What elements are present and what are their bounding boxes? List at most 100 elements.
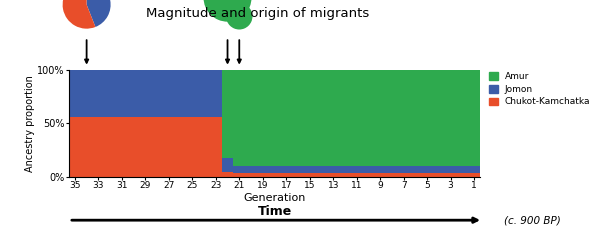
Bar [433,166,445,173]
Bar [92,70,104,117]
Bar [328,173,339,177]
Bar [69,117,81,177]
Text: (c. 900 BP): (c. 900 BP) [504,215,561,225]
Wedge shape [62,0,95,29]
Bar [104,70,116,117]
Bar [362,70,374,166]
Bar [304,173,316,177]
Bar [210,117,221,177]
Bar [421,166,433,173]
Bar [104,117,116,177]
Bar [386,166,398,173]
Bar [316,173,328,177]
Legend: Amur, Jomon, Chukot-Kamchatka: Amur, Jomon, Chukot-Kamchatka [488,72,590,106]
Text: Time: Time [257,205,292,218]
Wedge shape [86,0,110,27]
Wedge shape [203,0,251,22]
Bar [410,173,421,177]
Wedge shape [226,3,253,30]
Bar [374,166,386,173]
Bar [198,70,210,117]
Bar [292,70,304,166]
Bar [339,166,351,173]
Bar [116,117,128,177]
Bar [198,117,210,177]
X-axis label: Generation: Generation [244,193,305,203]
Bar [128,70,139,117]
Bar [410,70,421,166]
Bar [210,70,221,117]
Bar [468,70,480,166]
Bar [233,173,245,177]
Bar [280,166,292,173]
Bar [316,70,328,166]
Bar [457,173,468,177]
Bar [445,70,457,166]
Bar [245,166,257,173]
Bar [187,70,198,117]
Bar [69,70,81,117]
Bar [280,70,292,166]
Bar [280,173,292,177]
Text: Magnitude and origin of migrants: Magnitude and origin of migrants [146,7,370,20]
Bar [468,166,480,173]
Bar [257,166,269,173]
Bar [374,173,386,177]
Bar [457,70,468,166]
Bar [221,172,233,177]
Bar [362,166,374,173]
Bar [304,70,316,166]
Bar [398,166,410,173]
Bar [221,70,233,158]
Bar [151,70,163,117]
Bar [163,70,175,117]
Bar [139,117,151,177]
Bar [421,70,433,166]
Bar [81,70,92,117]
Bar [269,173,280,177]
Bar [81,117,92,177]
Bar [304,166,316,173]
Bar [468,173,480,177]
Bar [421,173,433,177]
Bar [187,117,198,177]
Bar [351,166,362,173]
Bar [269,70,280,166]
Bar [139,70,151,117]
Bar [221,158,233,172]
Bar [410,166,421,173]
Bar [398,70,410,166]
Bar [339,70,351,166]
Bar [292,166,304,173]
Bar [257,173,269,177]
Bar [269,166,280,173]
Bar [328,166,339,173]
Bar [339,173,351,177]
Bar [445,173,457,177]
Bar [398,173,410,177]
Bar [362,173,374,177]
Bar [433,173,445,177]
Bar [433,70,445,166]
Bar [386,70,398,166]
Bar [292,173,304,177]
Bar [257,70,269,166]
Bar [457,166,468,173]
Bar [245,173,257,177]
Bar [351,70,362,166]
Bar [374,70,386,166]
Bar [233,166,245,173]
Bar [351,173,362,177]
Bar [233,70,245,166]
Bar [163,117,175,177]
Bar [175,117,187,177]
Bar [92,117,104,177]
Bar [116,70,128,117]
Bar [316,166,328,173]
Bar [151,117,163,177]
Y-axis label: Ancestry proportion: Ancestry proportion [25,75,35,172]
Bar [445,166,457,173]
Bar [328,70,339,166]
Bar [245,70,257,166]
Bar [175,70,187,117]
